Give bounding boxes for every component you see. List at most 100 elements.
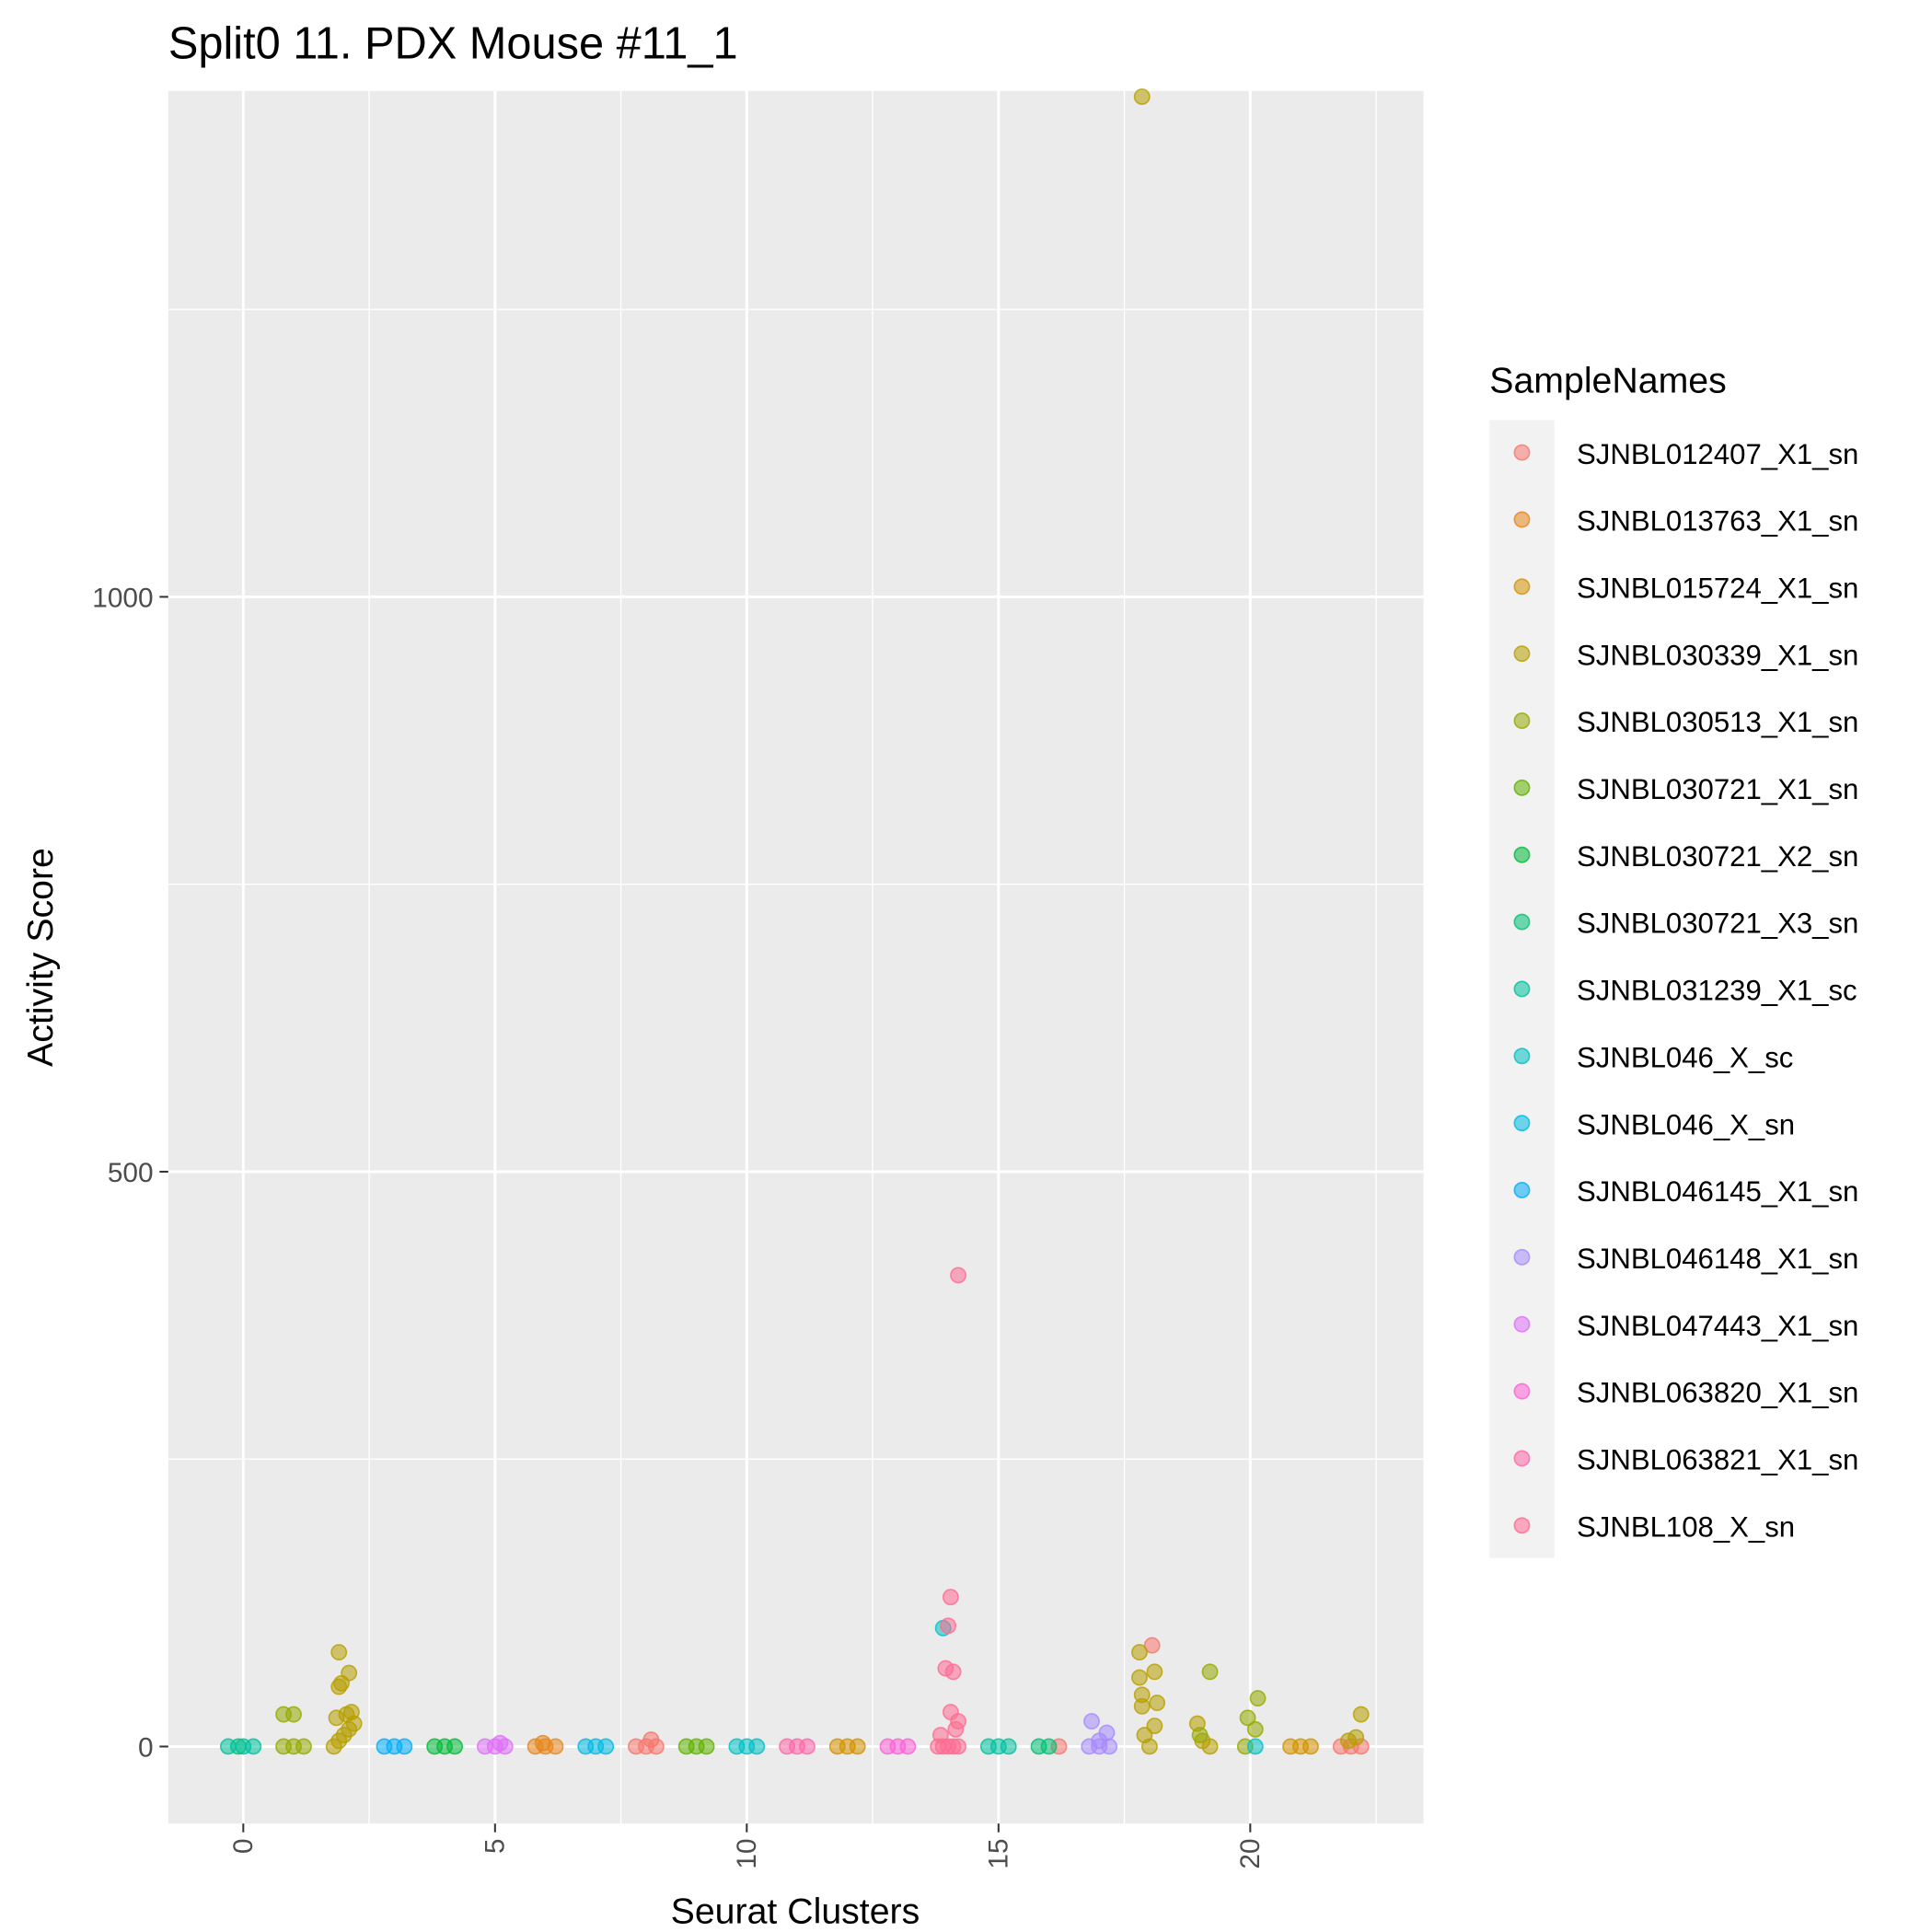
point <box>275 1706 293 1723</box>
point <box>1083 1713 1100 1730</box>
legend-key <box>1513 1182 1531 1198</box>
legend-key <box>1513 1248 1531 1266</box>
legend-label: SJNBL047443_X1_sn <box>1577 1310 1858 1342</box>
point <box>1246 1720 1264 1738</box>
point <box>1136 1727 1153 1743</box>
y-tick-label: 1000 <box>92 583 153 613</box>
point <box>1249 1690 1267 1706</box>
legend-key <box>1513 712 1531 729</box>
point <box>446 1738 463 1755</box>
legend-key <box>1513 1115 1531 1132</box>
chart-title: Split0 11. PDX Mouse #11_1 <box>168 19 738 69</box>
point <box>698 1738 715 1755</box>
legend-key <box>1513 1315 1531 1333</box>
legend-label: SJNBL063820_X1_sn <box>1577 1377 1858 1409</box>
point <box>1146 1718 1163 1734</box>
point <box>1040 1738 1058 1755</box>
point <box>940 1617 957 1635</box>
point <box>942 1704 959 1720</box>
point <box>341 1664 358 1682</box>
y-tick-label: 0 <box>138 1732 154 1763</box>
point <box>492 1734 509 1752</box>
points <box>219 88 1370 1755</box>
point <box>534 1734 551 1752</box>
y-axis-label: Activity Score <box>20 848 61 1067</box>
legend-label: SJNBL031239_X1_sc <box>1577 975 1857 1007</box>
legend-label: SJNBL030513_X1_sn <box>1577 706 1858 738</box>
legend-key <box>1513 913 1531 931</box>
point <box>1191 1727 1209 1743</box>
legend: SampleNames SJNBL012407_X1_sn SJNBL013763… <box>1489 361 1858 1558</box>
legend-label: SJNBL046_X_sn <box>1577 1108 1795 1140</box>
point <box>1149 1695 1166 1711</box>
point <box>1352 1706 1370 1723</box>
legend-label: SJNBL063821_X1_sn <box>1577 1444 1858 1476</box>
legend-key <box>1513 444 1531 461</box>
point <box>1131 1644 1148 1661</box>
legend-label: SJNBL012407_X1_sn <box>1577 438 1858 470</box>
point <box>1201 1738 1219 1755</box>
point <box>1348 1729 1365 1746</box>
point <box>1133 88 1151 106</box>
legend-label: SJNBL013763_X1_sn <box>1577 505 1858 538</box>
point <box>1000 1738 1017 1755</box>
point <box>1239 1709 1256 1727</box>
legend-label: SJNBL046_X_sc <box>1577 1041 1793 1073</box>
legend-key <box>1513 578 1531 596</box>
point <box>642 1731 660 1748</box>
legend-key <box>1513 511 1531 528</box>
x-tick-label: 10 <box>732 1838 762 1868</box>
legend-label: SJNBL046145_X1_sn <box>1577 1175 1858 1208</box>
point <box>245 1738 262 1755</box>
point <box>849 1738 866 1755</box>
legend-label: SJNBL015724_X1_sn <box>1577 572 1858 604</box>
x-tick-label: 20 <box>1235 1838 1266 1868</box>
point <box>1302 1738 1319 1755</box>
point <box>950 1738 966 1755</box>
legend-key <box>1513 779 1531 796</box>
legend-key <box>1513 980 1531 998</box>
legend-label: SJNBL030721_X2_sn <box>1577 840 1858 873</box>
legend-label: SJNBL030721_X1_sn <box>1577 773 1858 805</box>
point <box>295 1738 312 1755</box>
point <box>1146 1663 1163 1681</box>
point <box>748 1738 766 1755</box>
panel <box>168 90 1424 1824</box>
x-tick-label: 15 <box>983 1838 1013 1868</box>
point <box>931 1727 949 1743</box>
legend-label: SJNBL108_X_sn <box>1577 1510 1795 1543</box>
point <box>1091 1732 1108 1750</box>
x-tick-label: 0 <box>228 1838 259 1854</box>
axes: 0 5 10 15 20 0 500 1000 <box>92 583 1266 1868</box>
point <box>799 1738 816 1755</box>
point <box>937 1660 954 1677</box>
legend-label: SJNBL046148_X1_sn <box>1577 1243 1858 1275</box>
point <box>1133 1697 1151 1715</box>
legend-key <box>1513 645 1531 663</box>
point <box>1201 1663 1219 1681</box>
point <box>597 1738 615 1755</box>
point <box>1131 1669 1148 1686</box>
x-axis-label: Seurat Clusters <box>671 1892 920 1932</box>
point <box>338 1706 355 1723</box>
legend-label: SJNBL030339_X1_sn <box>1577 639 1858 671</box>
point <box>950 1267 966 1284</box>
point <box>1246 1738 1264 1755</box>
point <box>219 1738 237 1755</box>
point <box>330 1644 348 1661</box>
point <box>396 1738 413 1755</box>
legend-label: SJNBL030721_X3_sn <box>1577 908 1858 940</box>
legend-title: SampleNames <box>1489 361 1727 401</box>
legend-key <box>1513 1450 1531 1467</box>
x-tick-label: 5 <box>480 1838 510 1854</box>
legend-key <box>1513 1517 1531 1534</box>
point <box>942 1589 959 1606</box>
legend-key <box>1513 1382 1531 1400</box>
point <box>1143 1637 1161 1654</box>
point <box>330 1678 348 1695</box>
legend-key <box>1513 846 1531 863</box>
y-tick-label: 500 <box>108 1158 154 1188</box>
point <box>899 1738 917 1755</box>
legend-key <box>1513 1047 1531 1065</box>
